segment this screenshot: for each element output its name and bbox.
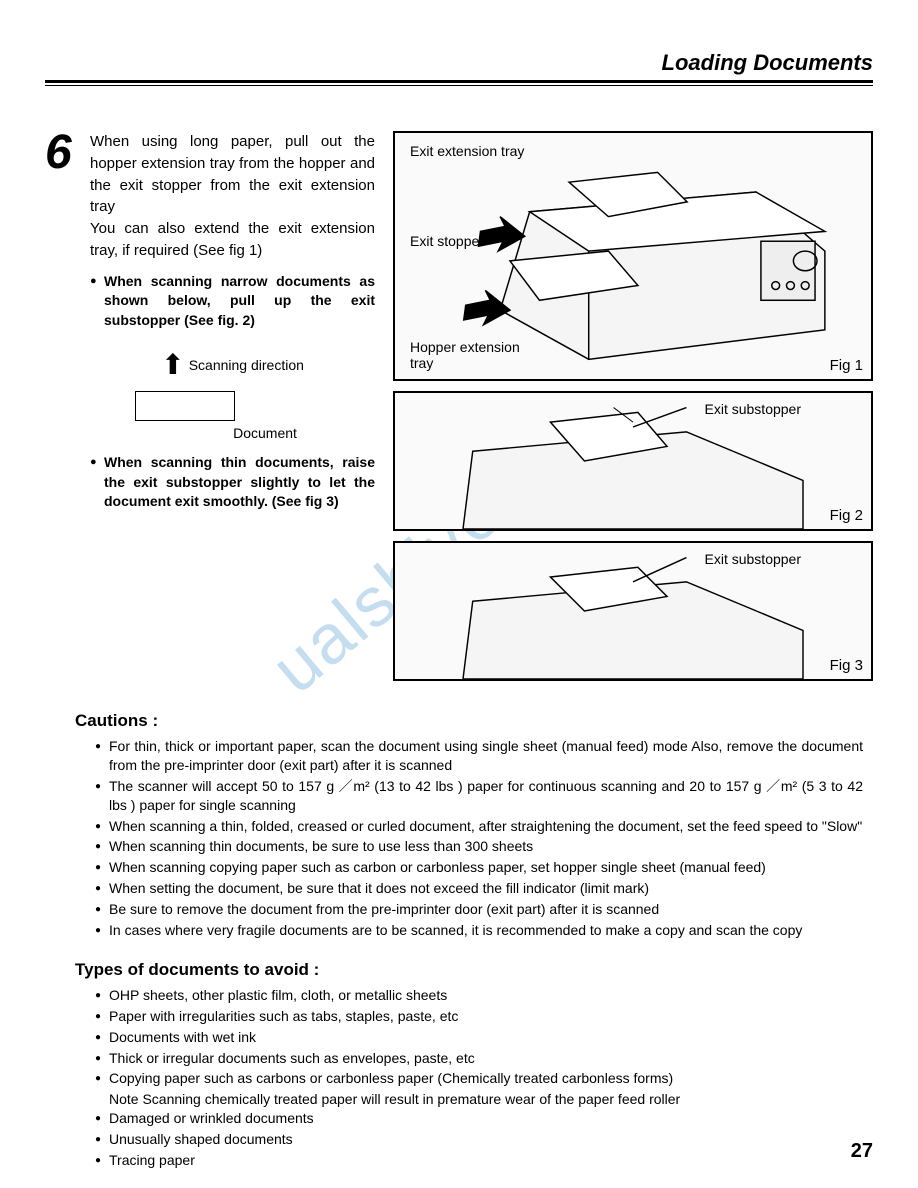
caution-item: Be sure to remove the document from the … bbox=[95, 900, 863, 919]
step-number: 6 bbox=[45, 131, 80, 691]
avoid-note: Note Scanning chemically treated paper w… bbox=[95, 1090, 863, 1109]
caution-item: When scanning copying paper such as carb… bbox=[95, 858, 863, 877]
fig2-caption: Fig 2 bbox=[830, 507, 863, 524]
avoid-item: Thick or irregular documents such as env… bbox=[95, 1049, 863, 1068]
fig3-caption: Fig 3 bbox=[830, 657, 863, 674]
step-bullet-list: When scanning narrow documents as shown … bbox=[90, 272, 375, 331]
step-bullet-1: When scanning narrow documents as shown … bbox=[90, 272, 375, 331]
fig2-label-substopper: Exit substopper bbox=[705, 401, 802, 417]
avoid-list-2: Damaged or wrinkled documents Unusually … bbox=[95, 1109, 863, 1170]
right-column: Exit extension tray Exit stopper Hopper … bbox=[393, 131, 873, 691]
cautions-heading: Cautions : bbox=[75, 711, 873, 731]
step-text: When using long paper, pull out the hopp… bbox=[90, 131, 375, 691]
caution-item: When scanning a thin, folded, creased or… bbox=[95, 817, 863, 836]
step-bullet-2: When scanning thin documents, raise the … bbox=[90, 453, 375, 512]
fig1-label-hopper-ext: Hopper extension tray bbox=[410, 339, 530, 371]
avoid-heading: Types of documents to avoid : bbox=[75, 960, 873, 980]
caution-item: When setting the document, be sure that … bbox=[95, 879, 863, 898]
avoid-list: OHP sheets, other plastic film, cloth, o… bbox=[95, 986, 863, 1088]
caution-item: The scanner will accept 50 to 157 g ／m² … bbox=[95, 777, 863, 815]
caution-item: For thin, thick or important paper, scan… bbox=[95, 737, 863, 775]
avoid-item: Documents with wet ink bbox=[95, 1028, 863, 1047]
scan-direction-diagram: ⬆ Scanning direction Document bbox=[90, 345, 375, 443]
step-bullet-list-2: When scanning thin documents, raise the … bbox=[90, 453, 375, 512]
scan-direction-label: Scanning direction bbox=[189, 357, 304, 373]
avoid-item: Copying paper such as carbons or carbonl… bbox=[95, 1069, 863, 1088]
avoid-item: Unusually shaped documents bbox=[95, 1130, 863, 1149]
fig1-label-exit-ext-tray: Exit extension tray bbox=[410, 143, 524, 159]
figure-2: Exit substopper Fig 2 bbox=[393, 391, 873, 531]
avoid-item: Damaged or wrinkled documents bbox=[95, 1109, 863, 1128]
figure-1: Exit extension tray Exit stopper Hopper … bbox=[393, 131, 873, 381]
step-para-1: When using long paper, pull out the hopp… bbox=[90, 131, 375, 218]
cautions-list: For thin, thick or important paper, scan… bbox=[95, 737, 863, 940]
page-number: 27 bbox=[851, 1140, 873, 1163]
caution-item: In cases where very fragile documents ar… bbox=[95, 921, 863, 940]
caution-item: When scanning thin documents, be sure to… bbox=[95, 837, 863, 856]
document-box bbox=[135, 391, 235, 421]
arrow-up-icon: ⬆ bbox=[161, 345, 184, 386]
avoid-note-wrap: Note Scanning chemically treated paper w… bbox=[95, 1090, 863, 1109]
page-header-title: Loading Documents bbox=[45, 50, 873, 76]
step-section: 6 When using long paper, pull out the ho… bbox=[45, 131, 873, 691]
fig3-label-substopper: Exit substopper bbox=[705, 551, 802, 567]
avoid-item: Tracing paper bbox=[95, 1151, 863, 1170]
left-column: 6 When using long paper, pull out the ho… bbox=[45, 131, 375, 691]
header-rule bbox=[45, 80, 873, 86]
avoid-item: OHP sheets, other plastic film, cloth, o… bbox=[95, 986, 863, 1005]
step-para-2: You can also extend the exit extension t… bbox=[90, 218, 375, 262]
document-label: Document bbox=[155, 423, 375, 443]
fig1-label-exit-stopper: Exit stopper bbox=[410, 233, 484, 249]
avoid-item: Paper with irregularities such as tabs, … bbox=[95, 1007, 863, 1026]
figure-3: Exit substopper Fig 3 bbox=[393, 541, 873, 681]
fig1-caption: Fig 1 bbox=[830, 357, 863, 374]
